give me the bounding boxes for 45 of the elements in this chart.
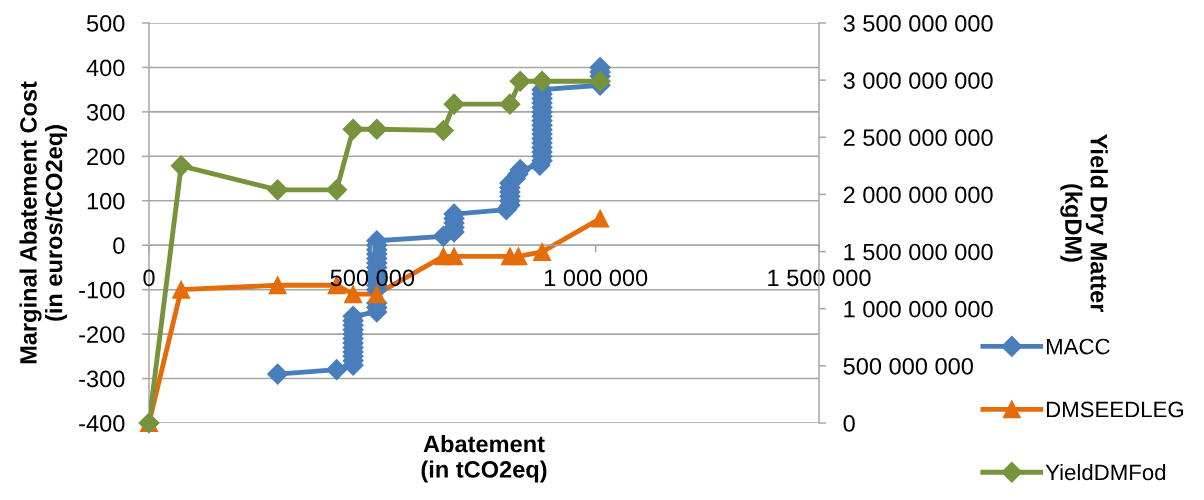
y2-axis-title: Yield Dry Matter (kgDM) (1060, 133, 1108, 313)
y2-tick-label: 2 000 000 000 (843, 186, 993, 204)
point (342, 118, 364, 140)
point (366, 118, 388, 140)
y-tick-label: 200 (87, 148, 125, 166)
y-tick-label: 300 (86, 103, 125, 121)
y2-tick-label: 500 000 000 (843, 357, 973, 375)
y-tick-label: -300 (79, 370, 125, 388)
x-tick-label: 1 500 000 (768, 269, 871, 287)
point (267, 179, 289, 201)
point (445, 247, 464, 266)
point (591, 209, 610, 228)
point (533, 242, 552, 261)
y-tick-label: 100 (87, 192, 125, 210)
y-tick-label: -200 (79, 326, 125, 343)
point (499, 93, 521, 115)
point (326, 179, 348, 201)
y-tick-label: 400 (86, 59, 125, 77)
point (367, 285, 386, 304)
point (509, 70, 531, 92)
point (443, 93, 465, 115)
y-tick-label: 0 (113, 237, 125, 255)
y-tick-label: 500 (86, 15, 125, 32)
legend-label: DMSEEDLEG (1046, 401, 1183, 418)
legend-label: YieldDMFod (1045, 463, 1166, 481)
y-axis-title: Marginal Abatement Cost (in euros/tCO2eq) (19, 81, 68, 364)
y2-tick-label: 3 000 000 000 (843, 72, 993, 89)
point (268, 276, 287, 295)
x-tick-label: 0 (143, 269, 155, 287)
y2-tick-label: 2 500 000 000 (843, 129, 993, 147)
y2-tick-label: 0 (843, 415, 855, 432)
point (172, 280, 191, 299)
point (509, 247, 528, 266)
point (432, 119, 454, 141)
legend-label: MACC (1046, 338, 1110, 355)
point (531, 70, 553, 92)
x-axis-title: Abatement (in tCO2eq) (421, 435, 547, 483)
y-tick-label: -100 (79, 281, 125, 299)
y2-tick-label: 1 000 000 000 (844, 300, 993, 318)
point (170, 155, 192, 177)
point (589, 70, 611, 92)
x-tick-label: 1 000 000 (544, 269, 648, 287)
y-tick-label: -400 (79, 415, 125, 432)
y2-tick-label: 1 500 000 000 (844, 243, 993, 261)
y2-tick-label: 3 500 000 000 (843, 15, 993, 32)
